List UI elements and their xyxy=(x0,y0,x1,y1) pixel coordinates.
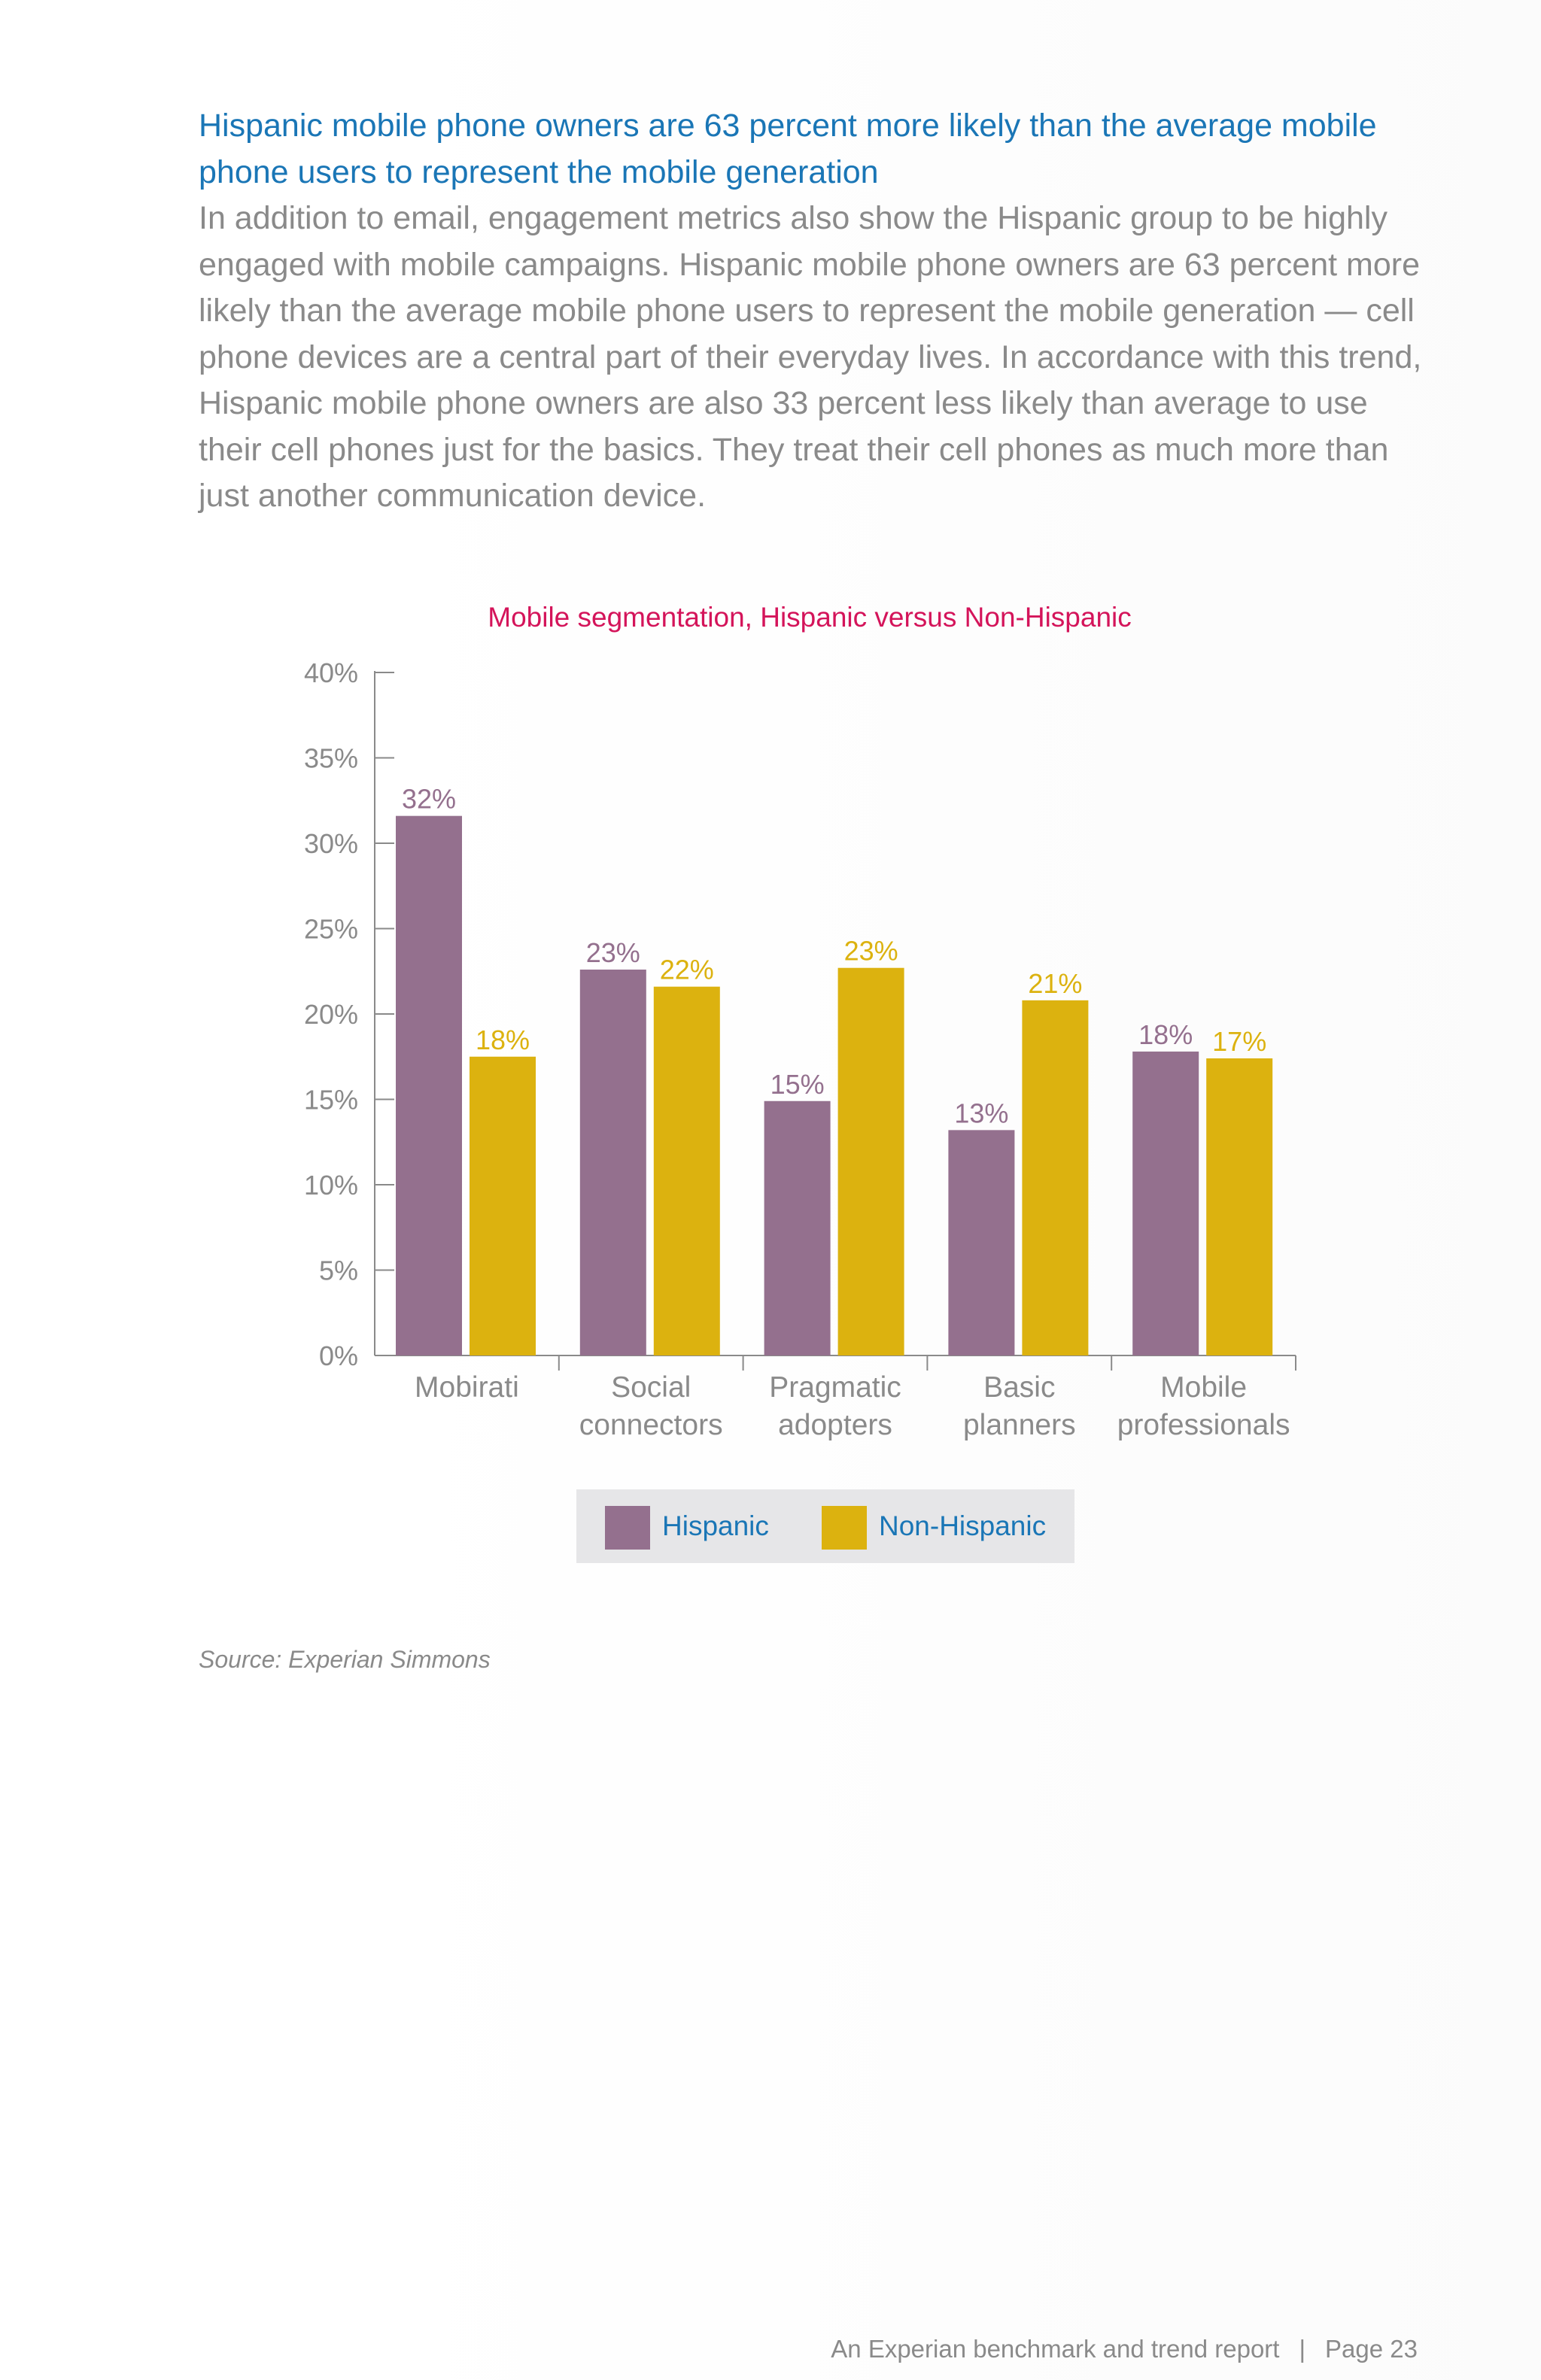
legend-swatch-hispanic xyxy=(605,1506,650,1550)
bar-hispanic xyxy=(948,1130,1015,1355)
y-tick-label: 20% xyxy=(304,999,358,1030)
bar-non-hispanic xyxy=(1022,1000,1089,1355)
bar-chart: 0% 5% 10% 15% 20% 25% 30% 35% 40% 32% 18% Mobirati 2… xyxy=(304,657,1296,1441)
page-footer: An Experian benchmark and trend report | P… xyxy=(831,2335,1418,2363)
data-label-hispanic: 32% xyxy=(402,784,456,815)
y-tick-label: 35% xyxy=(304,743,358,774)
category-label: Pragmatic xyxy=(769,1371,901,1404)
bar-hispanic xyxy=(1132,1051,1199,1355)
category-label: Mobirati xyxy=(415,1371,519,1404)
category-label: Social xyxy=(611,1371,691,1404)
y-tick-label: 10% xyxy=(304,1170,358,1201)
y-tick-label: 15% xyxy=(304,1085,358,1116)
chart-title: Mobile segmentation, Hispanic versus Non… xyxy=(488,602,1132,633)
data-label-non-hispanic: 21% xyxy=(1028,968,1082,999)
bar-hispanic xyxy=(764,1100,831,1355)
category-label: connectors xyxy=(579,1409,723,1441)
data-label-non-hispanic: 18% xyxy=(476,1025,530,1055)
y-tick-label: 0% xyxy=(319,1340,358,1371)
data-label-hispanic: 18% xyxy=(1138,1019,1193,1050)
bar-non-hispanic xyxy=(470,1056,536,1355)
legend-label-non-hispanic: Non-Hispanic xyxy=(879,1510,1047,1541)
y-tick-label: 40% xyxy=(304,657,358,688)
data-label-non-hispanic: 17% xyxy=(1212,1026,1266,1057)
section-headline: Hispanic mobile phone owners are 63 perc… xyxy=(199,108,1377,190)
data-label-hispanic: 23% xyxy=(586,937,640,968)
y-tick-label: 5% xyxy=(319,1255,358,1286)
bar-hispanic xyxy=(396,815,462,1355)
source-note: Source: Experian Simmons xyxy=(199,1646,491,1673)
legend-swatch-non-hispanic xyxy=(822,1506,867,1550)
chart-legend: Hispanic Non-Hispanic xyxy=(576,1489,1074,1563)
bar-hispanic xyxy=(579,969,646,1355)
bar-non-hispanic xyxy=(837,967,904,1355)
legend-label-hispanic: Hispanic xyxy=(662,1510,769,1541)
data-label-non-hispanic: 22% xyxy=(660,955,714,985)
bar-non-hispanic xyxy=(1206,1058,1273,1355)
footer-report-title: An Experian benchmark and trend report xyxy=(831,2335,1280,2363)
data-label-hispanic: 13% xyxy=(954,1097,1008,1128)
page-number: Page 23 xyxy=(1325,2335,1418,2363)
bar-non-hispanic xyxy=(653,986,720,1355)
footer-separator: | xyxy=(1299,2335,1306,2363)
category-label: Mobile xyxy=(1160,1371,1247,1404)
y-tick-label: 25% xyxy=(304,914,358,945)
category-label: Basic xyxy=(983,1371,1055,1404)
y-tick-label: 30% xyxy=(304,828,358,859)
category-label: planners xyxy=(963,1409,1076,1441)
category-label: adopters xyxy=(778,1409,892,1441)
data-label-hispanic: 15% xyxy=(770,1069,825,1100)
body-paragraph: In addition to email, engagement metrics… xyxy=(199,200,1422,514)
category-label: professionals xyxy=(1117,1409,1290,1441)
data-label-non-hispanic: 23% xyxy=(844,936,898,967)
